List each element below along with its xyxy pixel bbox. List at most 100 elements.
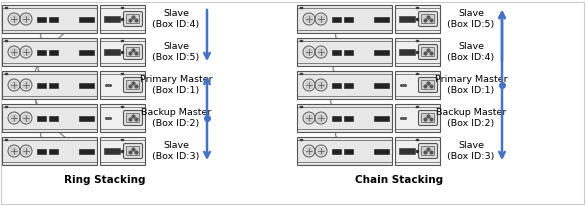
Bar [100,38,145,66]
Bar [332,116,341,121]
Bar [374,16,389,22]
Text: Slave
(Box ID:5): Slave (Box ID:5) [447,9,495,29]
Circle shape [22,147,30,155]
Bar [297,137,392,165]
Bar [49,49,58,55]
Bar [5,40,8,42]
Bar [332,149,341,154]
FancyBboxPatch shape [127,81,139,89]
FancyBboxPatch shape [418,144,438,158]
Bar [416,139,419,141]
Text: Slave
(Box ID:3): Slave (Box ID:3) [447,141,495,161]
Bar [2,38,97,66]
FancyBboxPatch shape [421,81,434,89]
Bar [5,106,8,108]
Bar [416,40,419,42]
Circle shape [10,15,18,23]
Text: Backup Master
(Box ID:2): Backup Master (Box ID:2) [141,108,211,128]
Bar [297,71,392,99]
Bar [399,16,415,22]
Bar [79,149,94,154]
Circle shape [317,48,325,56]
FancyBboxPatch shape [127,48,139,56]
Bar [121,7,124,9]
Bar [416,7,419,9]
Text: Chain Stacking: Chain Stacking [356,175,444,185]
Bar [2,71,97,99]
Bar [332,16,341,22]
Circle shape [305,48,313,56]
Bar [416,106,419,108]
Bar [344,149,353,154]
Bar [49,149,58,154]
Bar [121,40,124,42]
Text: Primary Master
(Box ID:1): Primary Master (Box ID:1) [139,75,212,95]
Bar [416,73,419,75]
FancyBboxPatch shape [418,44,438,60]
Bar [5,73,8,75]
Bar [37,16,46,22]
Text: Slave
(Box ID:5): Slave (Box ID:5) [152,42,200,62]
Bar [79,49,94,55]
Circle shape [305,114,313,122]
Bar [49,16,58,22]
Bar [5,139,8,141]
Bar [297,5,392,33]
Bar [395,104,440,132]
FancyBboxPatch shape [418,110,438,125]
Bar [300,139,303,141]
Bar [2,137,97,165]
Bar [374,49,389,55]
Bar [100,71,145,99]
Bar [79,16,94,22]
Circle shape [305,15,313,23]
Bar [121,106,124,108]
Circle shape [22,81,30,89]
Bar [297,38,392,66]
FancyBboxPatch shape [421,146,434,156]
Bar [344,49,353,55]
FancyBboxPatch shape [124,44,142,60]
Bar [374,116,389,121]
Circle shape [22,48,30,56]
Bar [79,116,94,121]
FancyBboxPatch shape [421,114,434,123]
Circle shape [317,15,325,23]
Bar [399,148,415,154]
Circle shape [317,81,325,89]
FancyBboxPatch shape [127,146,139,156]
Bar [332,49,341,55]
Bar [79,82,94,88]
Bar [104,49,120,55]
Circle shape [10,48,18,56]
Bar [300,7,303,9]
Text: Backup Master
(Box ID:2): Backup Master (Box ID:2) [436,108,506,128]
Bar [37,82,46,88]
Text: Slave
(Box ID:4): Slave (Box ID:4) [152,9,200,29]
Bar [344,82,353,88]
Bar [104,148,120,154]
FancyBboxPatch shape [421,14,434,23]
Text: Slave
(Box ID:4): Slave (Box ID:4) [447,42,495,62]
Bar [2,5,97,33]
Bar [5,7,8,9]
Bar [395,137,440,165]
Bar [332,82,341,88]
Text: Slave
(Box ID:3): Slave (Box ID:3) [152,141,200,161]
Bar [374,82,389,88]
Bar [37,49,46,55]
Bar [121,73,124,75]
Circle shape [10,114,18,122]
Bar [100,5,145,33]
Circle shape [22,15,30,23]
Bar [395,38,440,66]
Bar [37,149,46,154]
Circle shape [317,147,325,155]
FancyBboxPatch shape [124,144,142,158]
Circle shape [10,81,18,89]
FancyBboxPatch shape [421,48,434,56]
Bar [374,149,389,154]
Circle shape [305,147,313,155]
Bar [37,116,46,121]
Bar [49,116,58,121]
